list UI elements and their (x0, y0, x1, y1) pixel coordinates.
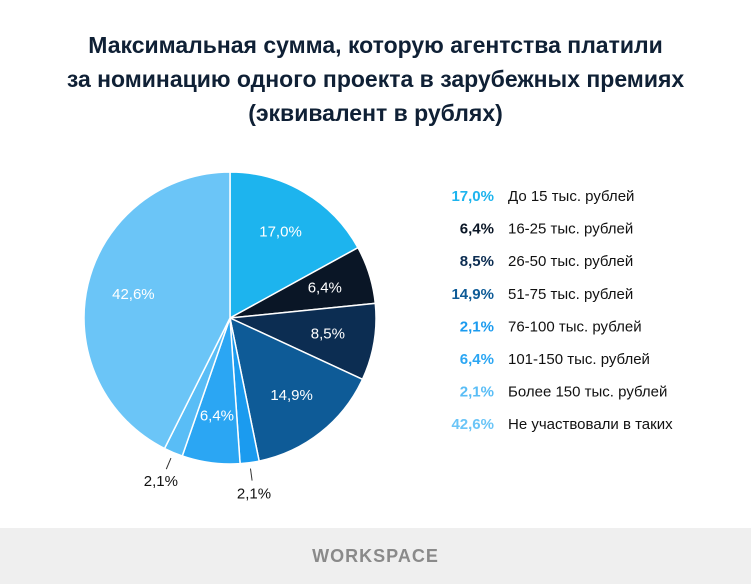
chart: 17,0% 6,4% 8,5% 14,9% 2,1% 6,4% 2,1% 42,6% 17,0%… (83, 171, 673, 502)
legend-value: 6,4% (460, 221, 494, 238)
data-label: 8,5% (311, 325, 345, 342)
legend-label: Не участвовали в таких (508, 416, 673, 433)
pie-slice (228, 316, 364, 462)
data-label: 2,1% (237, 485, 271, 502)
legend-value: 2,1% (460, 384, 494, 401)
data-label: 42,6% (112, 286, 155, 303)
legend-label: До 15 тыс. рублей (508, 188, 634, 205)
legend-value: 2,1% (460, 318, 494, 335)
legend-value: 14,9% (451, 286, 494, 303)
data-label: 2,1% (144, 473, 178, 490)
legend-label: Более 150 тыс. рублей (508, 384, 667, 401)
legend-label: 16-25 тыс. рублей (508, 221, 633, 238)
legend-value: 17,0% (451, 188, 494, 205)
legend-label: 26-50 тыс. рублей (508, 253, 633, 270)
legend-label: 101-150 тыс. рублей (508, 351, 650, 368)
legend-label: 51-75 тыс. рублей (508, 286, 633, 303)
legend-value: 8,5% (460, 253, 494, 270)
data-label: 17,0% (259, 224, 302, 241)
chart-title: Максимальная сумма, которую агентства пл… (66, 32, 685, 126)
data-label: 6,4% (308, 279, 342, 296)
leader-line (249, 468, 253, 481)
data-label: 14,9% (270, 387, 313, 404)
leader-line (165, 457, 172, 470)
legend-label: 76-100 тыс. рублей (508, 318, 642, 335)
legend-value: 42,6% (451, 416, 494, 433)
data-label: 6,4% (200, 407, 234, 424)
brand-footer: WORKSPACE (0, 528, 751, 584)
pie-slice (83, 171, 231, 450)
pie-slice (229, 171, 359, 320)
legend-value: 6,4% (460, 351, 494, 368)
